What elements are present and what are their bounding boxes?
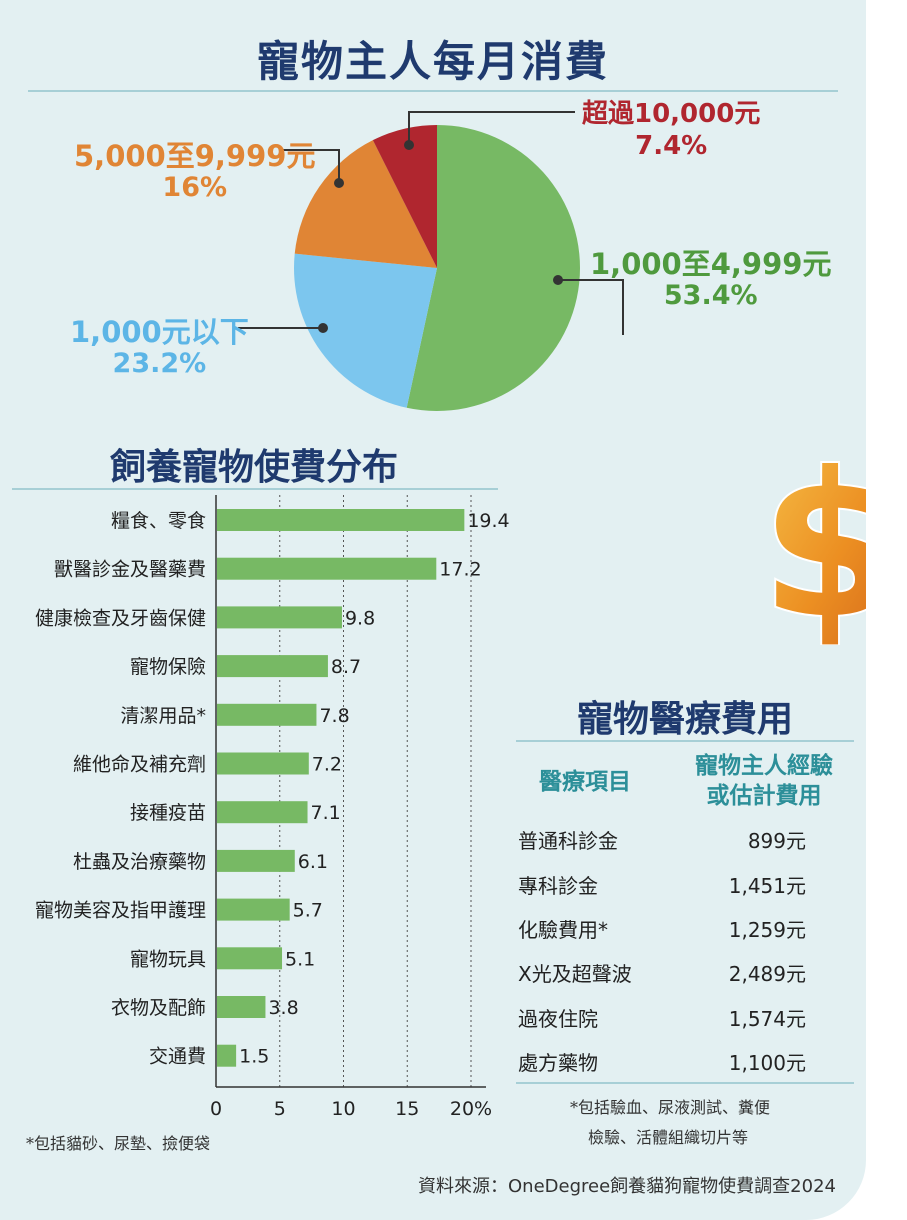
table-row-item: 過夜住院 xyxy=(518,1007,598,1031)
category-label: 寵物美容及指甲護理 xyxy=(35,900,206,922)
slice-name-23: 1,000元以下 xyxy=(70,315,249,349)
table-header-item: 醫療項目 xyxy=(539,769,631,795)
value-label: 5.1 xyxy=(285,948,315,970)
table-row-item: 化驗費用* xyxy=(518,918,608,942)
infographic-panel: 寵物主人每月消費 1,000至4,999元 53.4% 1,000元以下 23.… xyxy=(0,0,866,1220)
pie-slice-16 xyxy=(294,140,437,268)
table-header-cost-line1: 寵物主人經驗 xyxy=(695,753,833,779)
value-label: 8.7 xyxy=(331,656,361,678)
pie-leader-line xyxy=(408,111,575,145)
bar xyxy=(217,801,308,824)
category-label: 健康檢查及牙齒保健 xyxy=(35,607,206,629)
bar-chart: 0 5 10 15 20% 糧食、零食 19.4 獸醫診金及醫藥費 17.2 健康檢查及牙齒保健 9… xyxy=(35,495,510,1120)
bar xyxy=(217,557,437,580)
bar xyxy=(217,655,328,678)
value-label: 6.1 xyxy=(298,851,328,873)
category-label: 寵物保險 xyxy=(130,656,206,678)
slice-name-53: 1,000至4,999元 xyxy=(590,247,832,281)
bar xyxy=(217,703,317,726)
bar xyxy=(217,1044,237,1067)
table-row-cost: 1,451元 xyxy=(728,874,806,898)
category-label: 糧食、零食 xyxy=(111,510,206,532)
slice-label-53: 1,000至4,999元 53.4% xyxy=(590,248,831,312)
pie-leader-dot xyxy=(318,323,328,333)
pie-title-divider xyxy=(28,90,838,92)
value-label: 1.5 xyxy=(239,1046,269,1068)
table-row-cost: 2,489元 xyxy=(728,962,806,986)
table-header-cost: 寵物主人經驗 或估計費用 xyxy=(670,751,858,811)
table-row-cost: 1,574元 xyxy=(728,1007,806,1031)
table-row-cost: 1,259元 xyxy=(728,918,806,942)
table-row-item: 專科診金 xyxy=(518,874,598,898)
table-row-item: 處方藥物 xyxy=(518,1051,598,1075)
slice-pct-23: 23.2% xyxy=(112,348,207,379)
category-label: 衣物及配飾 xyxy=(111,997,206,1019)
medical-footnote-line2: 檢驗、活體組織切片等 xyxy=(588,1128,749,1147)
slice-label-7: 超過10,000元 7.4% xyxy=(582,98,760,162)
pie-slice-23 xyxy=(294,253,437,408)
category-label: 杜蟲及治療藥物 xyxy=(73,851,206,873)
category-label: 交通費 xyxy=(149,1046,206,1068)
value-label: 9.8 xyxy=(345,607,375,629)
medical-title: 寵物醫療費用 xyxy=(576,698,793,740)
table-row-cost: 1,100元 xyxy=(728,1051,806,1075)
bar xyxy=(217,509,465,531)
dollar-icon: $ xyxy=(760,445,866,645)
medical-title-divider xyxy=(516,740,854,742)
pie-title: 寵物主人每月消費 xyxy=(256,37,609,86)
x-tick-label: 15 xyxy=(395,1098,419,1120)
table-row-cost: 899元 xyxy=(747,829,806,853)
pie-leader-dot xyxy=(553,275,563,285)
value-label: 7.8 xyxy=(319,705,349,727)
value-label: 17.2 xyxy=(439,559,481,581)
value-label: 7.1 xyxy=(311,802,341,824)
x-tick-label: 0 xyxy=(210,1098,222,1120)
slice-pct-53: 53.4% xyxy=(663,280,758,311)
bar xyxy=(217,898,290,921)
slice-label-23: 1,000元以下 23.2% xyxy=(70,316,249,380)
pie-leader-line xyxy=(282,149,340,183)
pie-leader-dot xyxy=(334,178,344,188)
slice-label-16: 5,000至9,999元 16% xyxy=(74,140,315,204)
category-label: 清潔用品* xyxy=(120,705,206,727)
bar xyxy=(217,849,295,872)
bar-footnote: *包括貓砂、尿墊、撿便袋 xyxy=(26,1134,211,1153)
medical-footnote-line1: *包括驗血、尿液測試、糞便 xyxy=(570,1098,771,1117)
pie-slice-7 xyxy=(372,125,437,268)
table-header-cost-line2: 或估計費用 xyxy=(706,783,822,809)
slice-name-16: 5,000至9,999元 xyxy=(74,139,316,173)
value-label: 5.7 xyxy=(293,900,323,922)
category-label: 寵物玩具 xyxy=(130,948,206,970)
source-note: 資料來源：OneDegree飼養貓狗寵物使費調查2024 xyxy=(418,1176,836,1197)
x-tick-label: 5 xyxy=(274,1098,286,1120)
category-label: 獸醫診金及醫藥費 xyxy=(54,559,206,581)
pie-chart xyxy=(238,111,624,411)
value-label: 7.2 xyxy=(312,754,342,776)
pie-leader-line xyxy=(558,279,624,335)
pie-leader-dot xyxy=(404,140,414,150)
x-tick-label: 10 xyxy=(331,1098,355,1120)
bar-title-divider xyxy=(12,488,498,490)
medical-table-bottom-rule xyxy=(516,1082,854,1084)
value-label: 3.8 xyxy=(268,997,298,1019)
slice-pct-16: 16% xyxy=(162,172,228,203)
category-label: 維他命及補充劑 xyxy=(73,754,206,776)
bar xyxy=(217,996,266,1018)
slice-name-7: 超過10,000元 xyxy=(582,99,761,129)
bar xyxy=(217,947,283,970)
category-label: 接種疫苗 xyxy=(130,802,206,824)
pie-slice-53 xyxy=(406,125,581,411)
dollar-glyph: $ xyxy=(760,445,866,645)
bar xyxy=(217,752,309,775)
table-row-item: 普通科診金 xyxy=(518,829,618,853)
bar xyxy=(217,606,342,629)
slice-pct-7: 7.4% xyxy=(635,131,708,161)
x-tick-label: 20% xyxy=(450,1098,492,1120)
bar-title: 飼養寵物使費分布 xyxy=(110,446,399,488)
table-row-item: X光及超聲波 xyxy=(518,962,632,986)
value-label: 19.4 xyxy=(467,510,509,532)
